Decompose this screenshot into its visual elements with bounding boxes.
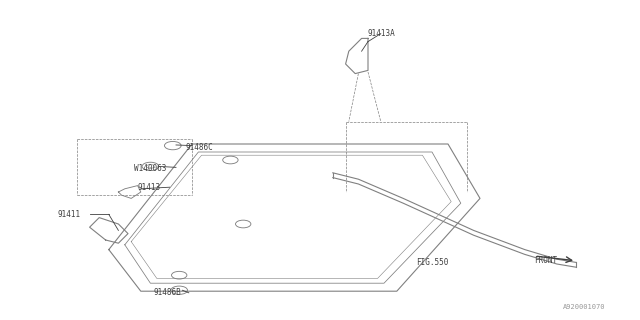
Text: 91486B: 91486B xyxy=(154,288,181,297)
Text: 91413A: 91413A xyxy=(368,29,396,38)
Text: 91486C: 91486C xyxy=(186,143,213,152)
Text: A920001070: A920001070 xyxy=(563,304,605,310)
Text: FIG.550: FIG.550 xyxy=(416,258,449,267)
Text: W140063: W140063 xyxy=(134,164,167,172)
Text: 91413: 91413 xyxy=(138,183,161,192)
Text: 91411: 91411 xyxy=(58,210,81,219)
Text: FRONT: FRONT xyxy=(534,256,557,265)
